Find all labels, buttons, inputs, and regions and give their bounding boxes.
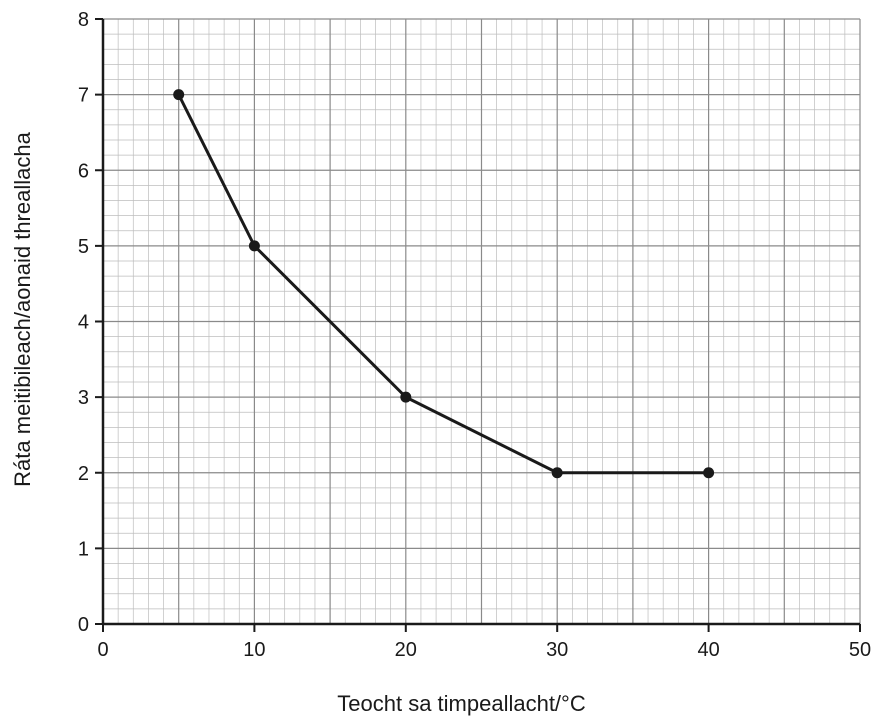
data-point bbox=[400, 391, 412, 403]
x-tick-label: 30 bbox=[546, 639, 568, 661]
data-point bbox=[551, 467, 563, 479]
x-tick-label: 50 bbox=[849, 639, 871, 661]
y-axis-title: Ráta meitibileach/aonaid threallacha bbox=[10, 131, 35, 486]
axes bbox=[95, 18, 861, 632]
y-tick-label: 0 bbox=[78, 614, 89, 636]
data-point bbox=[703, 467, 715, 479]
x-tick-label: 40 bbox=[697, 639, 719, 661]
y-tick-label: 7 bbox=[78, 85, 89, 107]
x-tick-label: 0 bbox=[97, 639, 108, 661]
x-tick-label: 10 bbox=[243, 639, 265, 661]
y-tick-label: 5 bbox=[78, 236, 89, 258]
y-tick-label: 1 bbox=[78, 538, 89, 560]
data-point bbox=[248, 240, 260, 252]
y-tick-label: 4 bbox=[78, 312, 89, 334]
y-tick-label: 3 bbox=[78, 387, 89, 409]
y-tick-label: 6 bbox=[78, 160, 89, 182]
y-tick-label: 8 bbox=[78, 9, 89, 31]
series-layer bbox=[173, 89, 715, 479]
data-point bbox=[173, 89, 185, 101]
series-line bbox=[177, 93, 711, 475]
x-axis-title: Teocht sa timpeallacht/°C bbox=[337, 691, 586, 716]
y-tick-label: 2 bbox=[78, 463, 89, 485]
x-tick-label: 20 bbox=[395, 639, 417, 661]
tick-labels: 0 10 20 30 40 50 0 1 2 3 4 5 6 7 8 bbox=[78, 9, 871, 661]
